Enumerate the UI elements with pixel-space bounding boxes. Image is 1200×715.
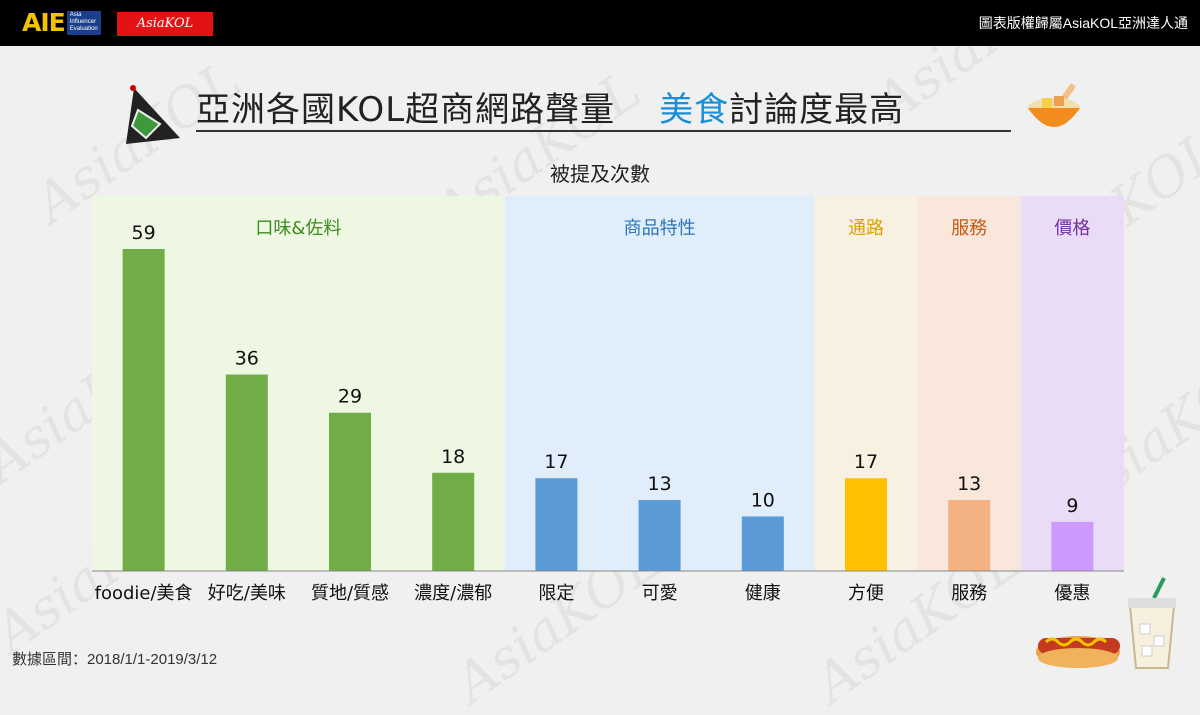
- bar: [432, 472, 475, 571]
- data-label: 9: [1066, 495, 1078, 517]
- category-label: 服務: [951, 583, 987, 604]
- category-label: 可愛: [642, 583, 678, 604]
- bar: [948, 500, 991, 571]
- category-label: 方便: [848, 583, 884, 604]
- data-label: 17: [854, 451, 878, 473]
- group-label: 口味&佐料: [255, 218, 341, 239]
- group-background: [1020, 196, 1124, 571]
- data-label: 59: [132, 222, 156, 244]
- copyright-text: 圖表版權歸屬AsiaKOL亞洲達人通: [978, 15, 1188, 31]
- hot-dog-icon: [1036, 636, 1120, 668]
- category-label: 健康: [745, 583, 781, 604]
- title-highlight: 美食: [659, 90, 730, 130]
- group-label: 通路: [848, 218, 884, 239]
- asiakol-signature-logo: AsiaKOL: [117, 12, 213, 36]
- page-title: 亞洲各國KOL超商網路聲量 美食討論度最高: [196, 90, 905, 130]
- group-label: 服務: [951, 218, 987, 239]
- group-label: 商品特性: [624, 218, 696, 239]
- chart-title: 被提及次數: [550, 162, 650, 186]
- data-label: 13: [957, 473, 981, 495]
- category-label: 濃度/濃郁: [414, 583, 492, 604]
- aie-logo: AIE Asia Influencer Evaluation: [22, 10, 101, 36]
- category-label: 質地/質感: [311, 583, 389, 604]
- data-range-note: 數據區間：2018/1/1-2019/3/12: [12, 651, 218, 668]
- bar: [638, 500, 681, 571]
- bar: [741, 516, 784, 571]
- category-label: 優惠: [1054, 583, 1090, 604]
- data-label: 29: [338, 386, 362, 408]
- bar-chart: 口味&佐料 59 foodie/美食 36 好吃/美味 29 質地/質感 18 濃度/濃郁 商品特…: [92, 196, 1124, 604]
- category-label: 限定: [538, 583, 574, 604]
- bar: [845, 478, 887, 571]
- bar: [225, 374, 268, 571]
- category-label: 好吃/美味: [208, 583, 286, 604]
- iced-drink-icon: [1128, 577, 1176, 669]
- data-label: 10: [751, 489, 775, 511]
- header-bar: AIE Asia Influencer Evaluation AsiaKOL 圖表版…: [0, 0, 1200, 46]
- bar: [1051, 521, 1094, 571]
- group-label: 價格: [1054, 218, 1090, 239]
- data-label: 13: [648, 473, 672, 495]
- bar: [535, 478, 578, 571]
- data-label: 17: [544, 451, 568, 473]
- aie-logo-text: AIE: [22, 8, 66, 37]
- title-underline: 亞洲各國KOL超商網路聲量 美食討論度最高: [196, 78, 1011, 132]
- data-label: 18: [441, 446, 465, 468]
- data-label: 36: [235, 348, 259, 370]
- aie-logo-subtext: Asia Influencer Evaluation: [66, 11, 101, 35]
- bar: [329, 412, 371, 571]
- bar: [122, 249, 165, 571]
- noodle-bowl-icon: [1028, 83, 1080, 127]
- rice-ball-icon: [126, 85, 180, 144]
- category-label: foodie/美食: [95, 583, 193, 604]
